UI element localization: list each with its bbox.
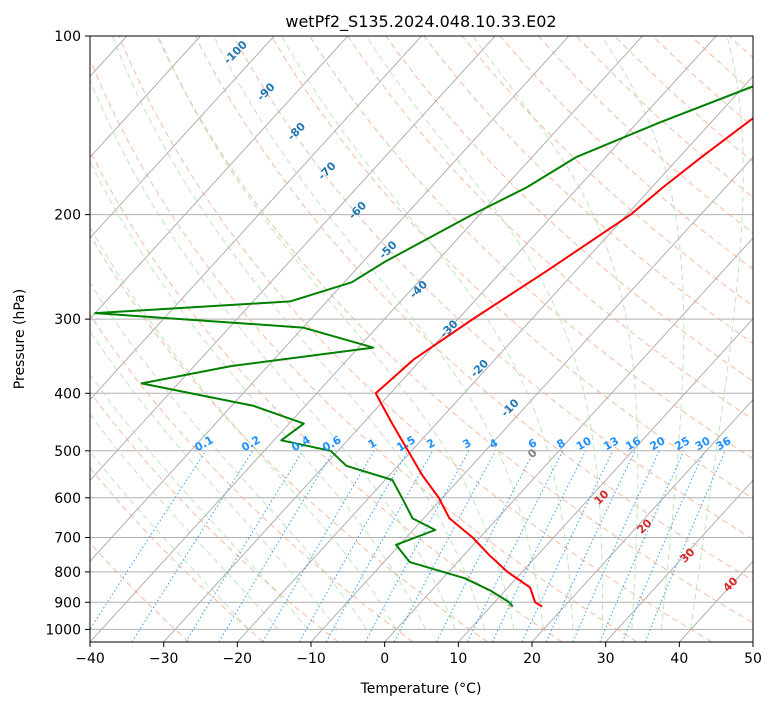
moist-adiabat-label: 10: [592, 487, 612, 507]
mixing-ratio-label: 4: [487, 436, 500, 451]
dry-adiabat-line: [272, 36, 775, 642]
y-tick-label: 500: [54, 444, 81, 460]
y-tick-label: 700: [54, 531, 81, 547]
mixing-ratio-line: [219, 451, 334, 642]
chart-grid: [0, 36, 775, 642]
x-tick-label: 10: [449, 651, 467, 667]
mixing-ratio-line: [600, 451, 684, 642]
y-tick-label: 900: [54, 595, 81, 611]
y-axis: 100 200 300 400 500 600 700 800 900 1000: [45, 29, 90, 638]
dry-adiabat-label: -60: [346, 199, 369, 222]
dry-adiabat-line: [0, 36, 263, 642]
x-tick-label: 40: [670, 651, 688, 667]
mixing-ratio-line: [186, 451, 303, 642]
dry-adiabat-line: [729, 36, 775, 642]
x-axis-title: Temperature (°C): [360, 681, 482, 697]
x-tick-label: −30: [149, 651, 179, 667]
dry-adiabat-line: [653, 36, 775, 642]
isotherm-line: [458, 36, 775, 642]
dry-adiabat-label: -20: [468, 357, 491, 380]
moist-adiabat-line: [158, 36, 514, 629]
x-tick-label: −20: [223, 651, 253, 667]
profile-series: [95, 36, 775, 607]
y-tick-label: 200: [54, 208, 81, 224]
moist-adiabat-line: [473, 36, 638, 629]
moist-adiabat-line: [0, 36, 308, 629]
y-tick-label: 1000: [45, 622, 81, 638]
dry-adiabat-label: -10: [498, 396, 521, 419]
mixing-ratio-line: [645, 451, 725, 642]
x-tick-label: 0: [380, 651, 389, 667]
moist-adiabat-line: [0, 36, 337, 629]
dewpoint-profile: [95, 36, 775, 607]
isotherm-line: [90, 36, 643, 642]
x-tick-label: −10: [296, 651, 326, 667]
moist-adiabat-line: [74, 36, 455, 629]
y-tick-label: 600: [54, 491, 81, 507]
isotherm-line: [0, 36, 274, 642]
dry-adiabat-line: [424, 36, 775, 642]
dry-adiabat-line: [0, 36, 413, 642]
mixing-ratio-label: 3: [461, 436, 474, 451]
y-axis-title: Pressure (hPa): [12, 289, 28, 389]
dry-adiabat-line: [538, 36, 775, 642]
moist-adiabat-label: 30: [678, 545, 698, 565]
mixing-ratio-line: [492, 451, 585, 642]
y-tick-label: 800: [54, 565, 81, 581]
dry-adiabat-line: [0, 36, 189, 642]
isotherm-line: [0, 36, 201, 642]
mixing-ratio-line: [82, 451, 206, 642]
dry-adiabat-label: -40: [407, 278, 430, 301]
isotherm-line: [0, 36, 422, 642]
mixing-ratio-line: [522, 451, 613, 642]
y-tick-label: 400: [54, 386, 81, 402]
mixing-ratio-line: [263, 451, 374, 642]
mixing-ratio-line: [365, 451, 469, 642]
moist-adiabat-line: [0, 36, 278, 629]
dry-adiabat-line: [0, 36, 338, 642]
y-tick-label: 100: [54, 29, 81, 45]
dry-adiabat-label: -100: [221, 38, 250, 67]
dry-adiabat-line: [767, 36, 775, 642]
mixing-ratio-label: 2: [424, 436, 437, 451]
mixing-ratio-line: [573, 451, 660, 642]
moist-adiabat-line: [366, 36, 602, 629]
isotherm-line: [753, 36, 775, 642]
x-tick-label: −40: [75, 651, 105, 667]
dry-adiabat-line: [462, 36, 775, 642]
dry-adiabat-line: [691, 36, 775, 642]
x-tick-label: 30: [597, 651, 615, 667]
dry-adiabat-label: -70: [315, 159, 338, 182]
dry-adiabat-label: -80: [285, 120, 308, 143]
dry-adiabat-line: [615, 36, 775, 642]
y-tick-label: 300: [54, 312, 81, 328]
dry-adiabat-label: -90: [254, 80, 277, 103]
x-tick-label: 20: [523, 651, 541, 667]
chart-title: wetPf2_S135.2024.048.10.33.E02: [285, 12, 556, 32]
moist-adiabat-line: [602, 36, 684, 629]
isotherm-line: [0, 36, 495, 642]
x-axis: −40 −30 −20 −10 0 10 20 30 40 50: [75, 642, 762, 667]
dry-adiabat-line: [577, 36, 775, 642]
mixing-ratio-line: [546, 451, 635, 642]
plot-frame: [90, 36, 753, 642]
moist-adiabat-line: [0, 36, 249, 629]
moist-adiabat-line: [282, 36, 573, 629]
x-tick-label: 50: [744, 651, 762, 667]
isotherm-line: [164, 36, 717, 642]
dry-adiabat-label: -30: [437, 317, 460, 340]
temperature-profile: [376, 36, 775, 607]
